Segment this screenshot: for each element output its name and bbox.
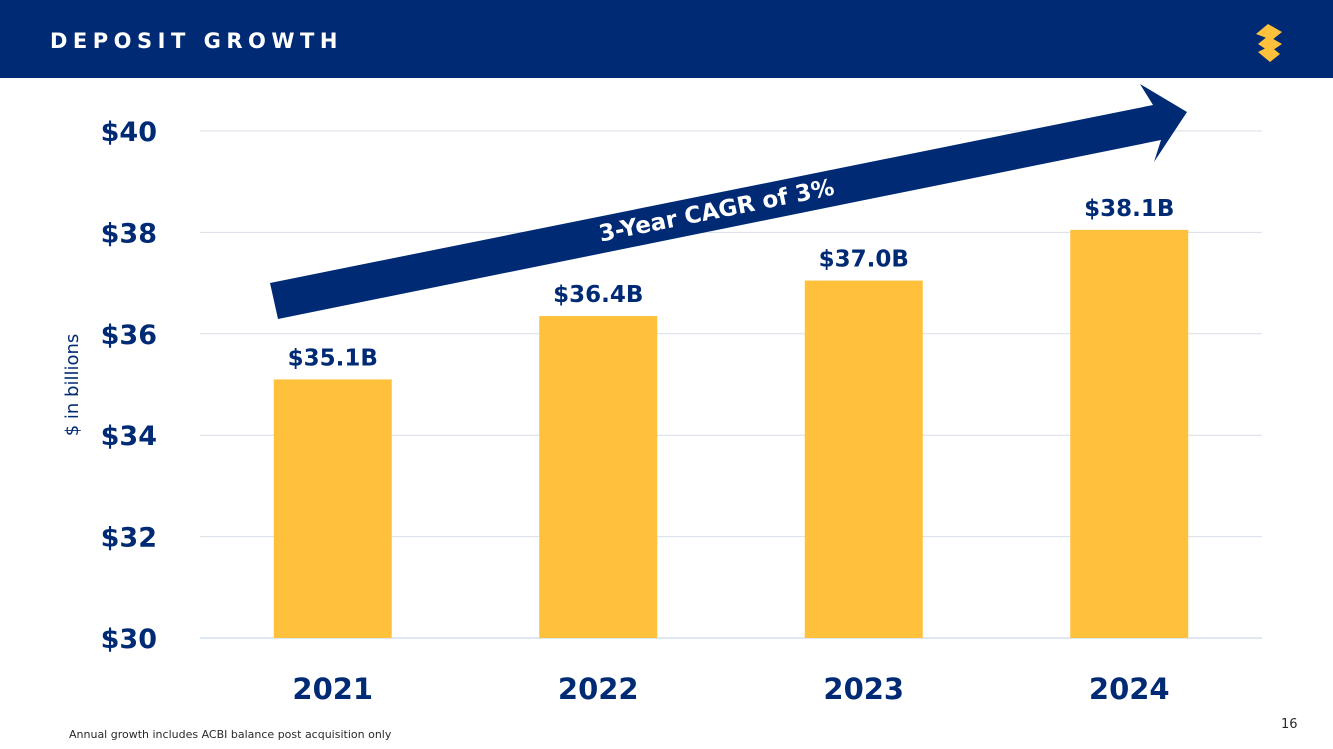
header-bar: DEPOSIT GROWTH [0,0,1333,78]
y-axis-label: $ in billions [62,334,83,437]
data-label-2023: $37.0B [819,247,909,273]
y-tick-label: $30 [101,624,157,655]
growth-arrow [270,84,1187,319]
footnote: Annual growth includes ACBI balance post… [69,728,392,741]
x-tick-label-2023: 2023 [823,672,904,706]
y-tick-label: $32 [101,523,157,554]
data-label-2022: $36.4B [553,282,643,308]
x-tick-label-2024: 2024 [1089,672,1170,706]
x-tick-label-2021: 2021 [292,672,373,706]
bar-2023 [804,280,923,638]
y-tick-label: $36 [101,320,157,351]
y-tick-label: $34 [101,421,157,452]
data-label-2024: $38.1B [1084,196,1174,222]
y-tick-label: $38 [101,218,157,249]
page-title: DEPOSIT GROWTH [50,29,343,53]
bar-2021 [273,379,392,638]
bar-2022 [539,316,658,638]
brand-s-logo-icon [1256,24,1282,62]
data-label-2021: $35.1B [288,345,378,371]
bar-2024 [1070,229,1189,639]
page-number: 16 [1281,717,1298,732]
x-tick-label-2022: 2022 [558,672,639,706]
y-tick-label: $40 [101,117,157,148]
